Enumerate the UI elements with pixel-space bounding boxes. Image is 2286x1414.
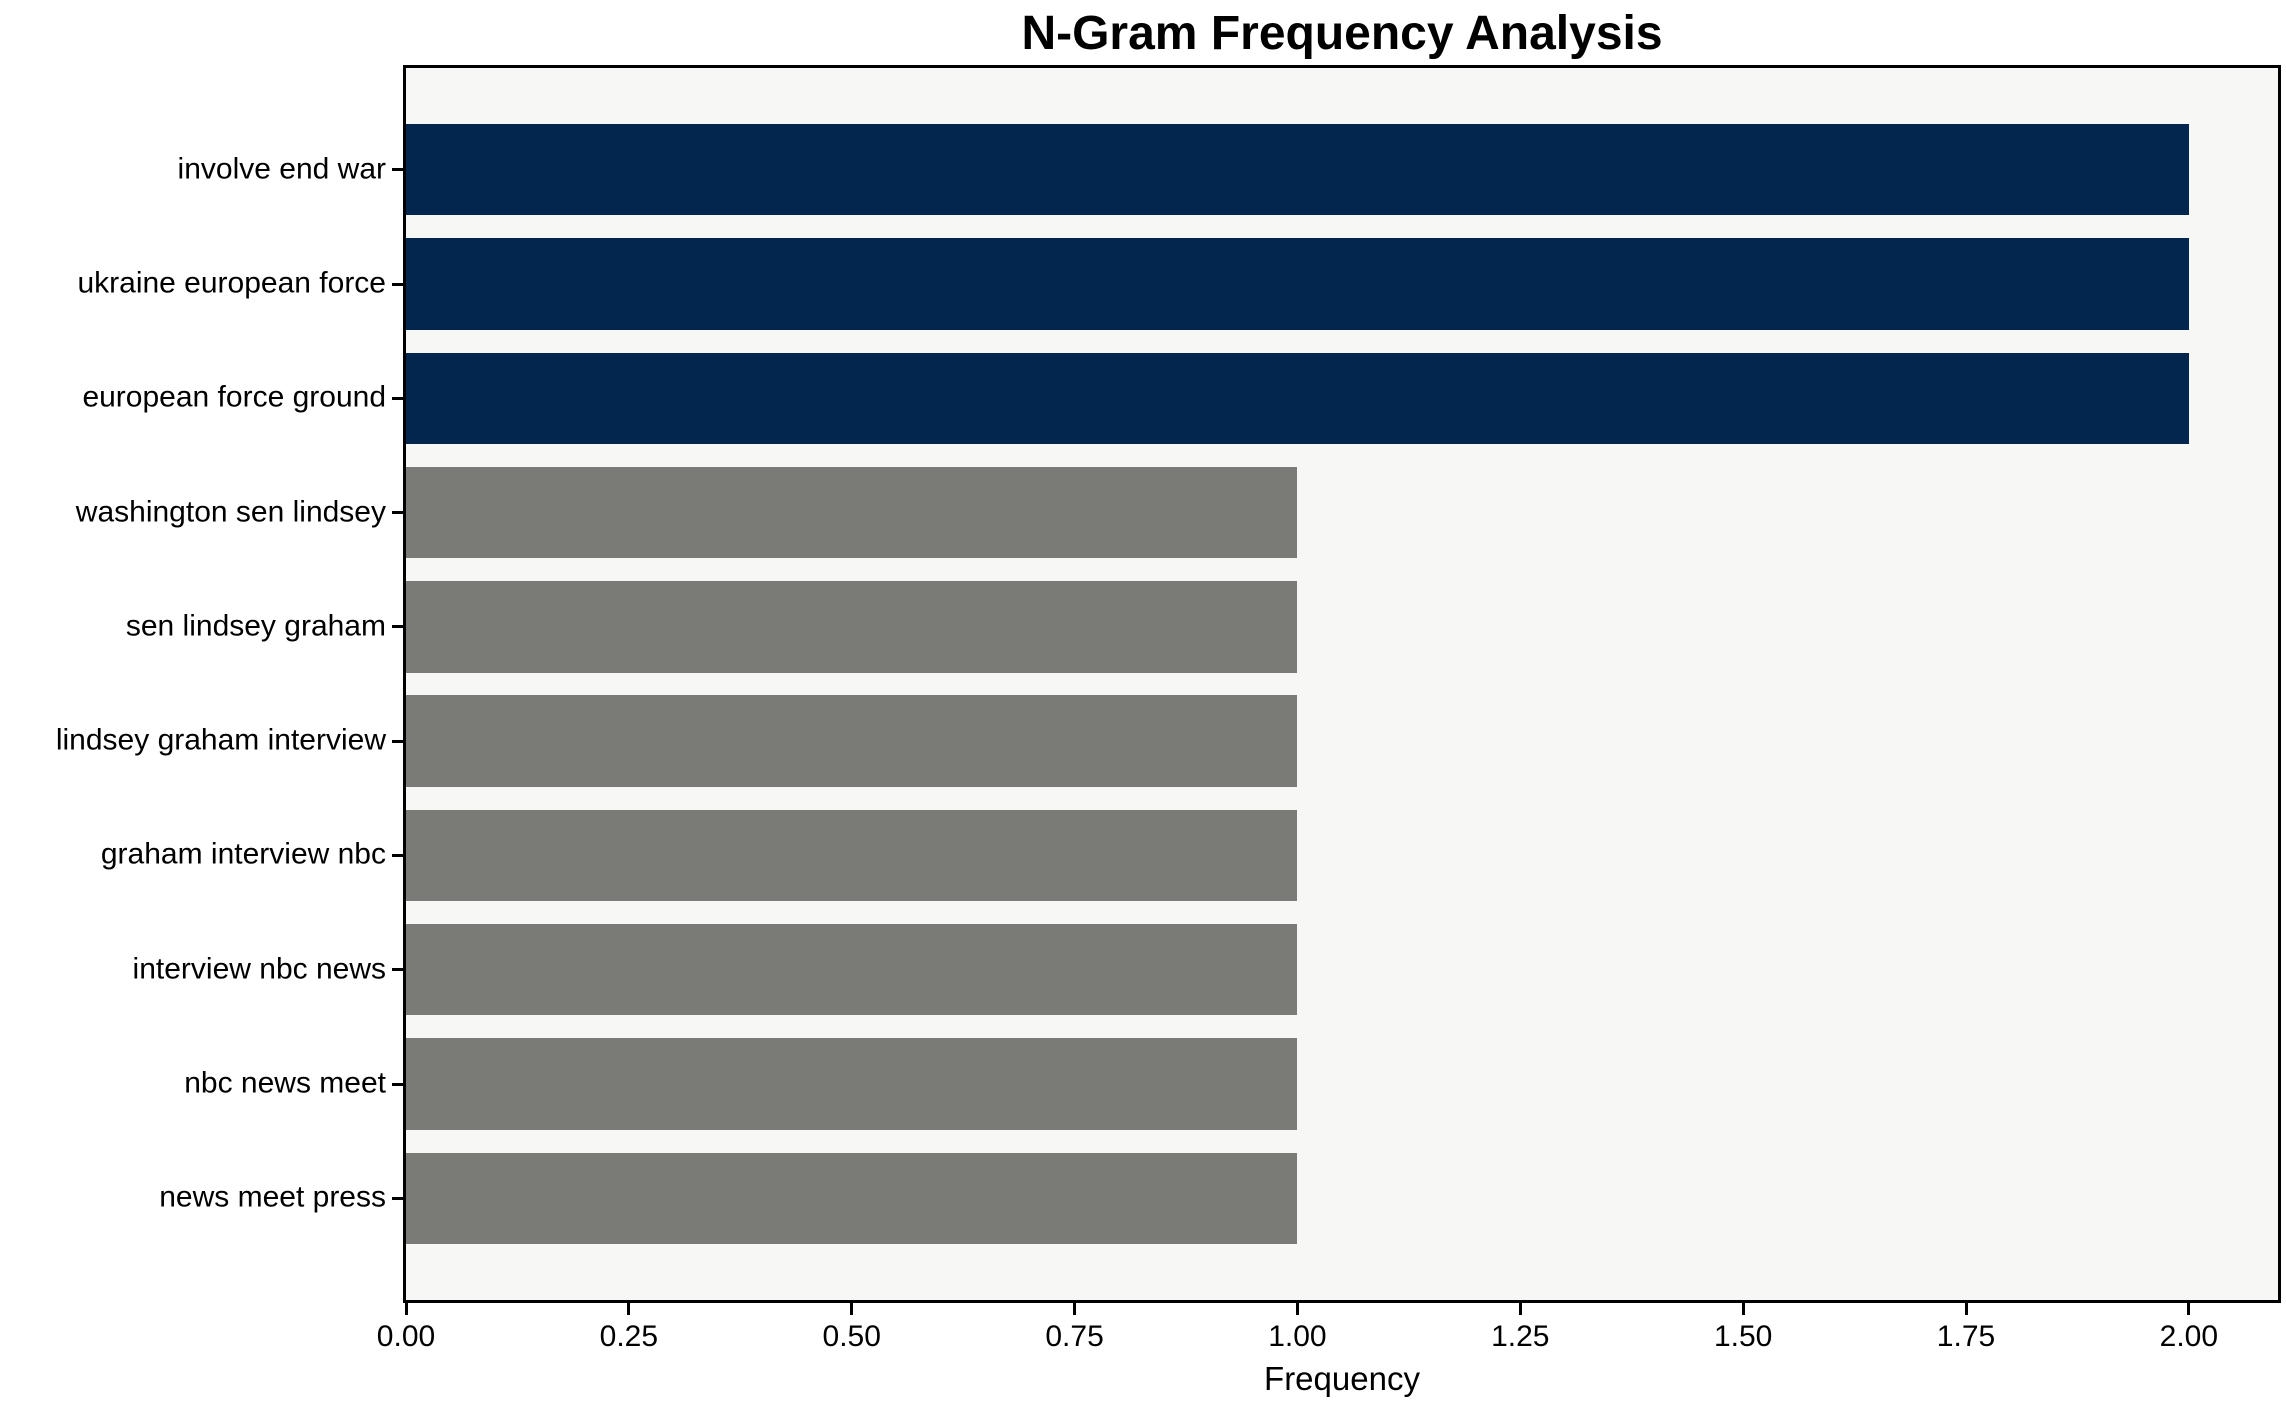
x-tick-label: 0.50 xyxy=(822,1320,881,1353)
y-tick-label: lindsey graham interview xyxy=(55,723,386,757)
x-tick-mark xyxy=(2187,1301,2191,1315)
x-tick-mark xyxy=(404,1301,408,1315)
x-tick-label: 1.50 xyxy=(1713,1320,1773,1353)
x-tick-mark xyxy=(850,1301,854,1315)
y-tick-mark xyxy=(392,511,406,515)
y-tick-mark xyxy=(392,396,406,400)
x-tick-label: 1.25 xyxy=(1491,1320,1550,1353)
bar xyxy=(406,924,1298,1016)
x-tick-mark xyxy=(1295,1301,1299,1315)
x-axis-title: Frequency xyxy=(1264,1360,1420,1397)
y-tick-label: washington sen lindsey xyxy=(75,494,386,528)
x-tick-label: 1.00 xyxy=(1268,1320,1327,1353)
x-tick-label: 0.75 xyxy=(1045,1320,1104,1353)
y-tick-mark xyxy=(392,853,406,857)
bar xyxy=(406,124,2189,216)
x-tick-mark xyxy=(1073,1301,1077,1315)
bar xyxy=(406,1038,1298,1130)
bar xyxy=(406,352,2189,444)
x-tick-label: 2.00 xyxy=(2159,1320,2219,1353)
x-tick-mark xyxy=(1741,1301,1745,1315)
y-tick-label: news meet press xyxy=(159,1180,386,1214)
bar xyxy=(406,466,1298,559)
plot-area xyxy=(403,65,2281,1303)
y-tick-mark xyxy=(392,625,406,629)
bar xyxy=(406,695,1298,787)
y-tick-label: ukraine european force xyxy=(77,266,386,300)
y-tick-label: graham interview nbc xyxy=(100,837,386,871)
x-tick-mark xyxy=(1518,1301,1522,1315)
y-tick-mark xyxy=(392,282,406,286)
x-tick-mark xyxy=(627,1301,631,1315)
x-tick-label: 1.75 xyxy=(1936,1320,1996,1353)
y-tick-mark xyxy=(392,739,406,743)
x-tick-label: 0.00 xyxy=(376,1320,436,1353)
chart-title: N-Gram Frequency Analysis xyxy=(1021,7,1663,60)
y-tick-label: sen lindsey graham xyxy=(125,609,386,643)
bar xyxy=(406,809,1298,902)
y-tick-label: european force ground xyxy=(82,380,386,414)
y-tick-mark xyxy=(392,1082,406,1086)
bar xyxy=(406,238,2189,330)
bar xyxy=(406,581,1298,673)
y-tick-mark xyxy=(392,168,406,172)
y-tick-mark xyxy=(392,968,406,972)
y-tick-label: involve end war xyxy=(177,152,386,186)
x-tick-mark xyxy=(1964,1301,1968,1315)
y-tick-label: nbc news meet xyxy=(184,1066,386,1100)
x-tick-label: 0.25 xyxy=(599,1320,659,1353)
y-tick-label: interview nbc news xyxy=(132,952,386,986)
bar xyxy=(406,1152,1298,1244)
y-tick-mark xyxy=(392,1196,406,1200)
